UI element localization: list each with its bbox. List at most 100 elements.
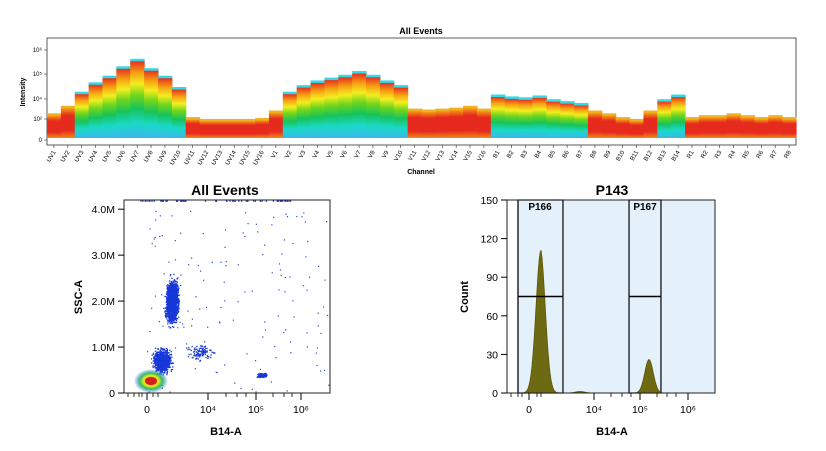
scatter-point: [177, 307, 179, 310]
scatter-point: [172, 285, 174, 288]
scatter-point: [171, 304, 173, 306]
spectrum-x-tick-label: V8: [367, 149, 377, 160]
scatter-point: [162, 200, 165, 202]
scatter-point: [161, 360, 164, 363]
scatter-point: [186, 343, 188, 345]
scatter-point: [160, 358, 162, 360]
scatter-point: [167, 294, 169, 296]
scatter-point: [174, 259, 177, 261]
scatter-point: [165, 355, 168, 357]
scatter-point: [168, 321, 170, 323]
scatter-point: [172, 308, 174, 310]
scatter-point: [162, 358, 164, 360]
scatter-point: [172, 325, 174, 328]
scatter-point: [180, 274, 182, 276]
scatter-point: [196, 348, 198, 350]
scatter-point: [167, 287, 169, 289]
scatter-point: [262, 374, 264, 376]
scatter-point: [292, 300, 294, 302]
scatter-point: [172, 306, 175, 308]
scatter-point: [160, 200, 162, 202]
scatter-point: [167, 308, 170, 310]
scatter-point: [158, 365, 160, 368]
spectrum-x-tick-label: B1: [492, 149, 502, 160]
scatter-point: [171, 277, 173, 279]
scatter-point: [154, 362, 156, 365]
scatter-point: [157, 348, 159, 350]
scatter-point: [202, 354, 204, 356]
scatter-point: [165, 304, 168, 306]
scatter-point: [188, 353, 190, 356]
spectrum-band: [685, 119, 700, 138]
histogram-y-tick-label: 60: [486, 311, 498, 323]
scatter-point: [171, 314, 173, 317]
scatter-point: [151, 362, 153, 364]
scatter-point: [172, 311, 174, 313]
scatter-point: [172, 281, 175, 283]
spectrum-band-cap: [532, 95, 547, 98]
spectrum-band: [213, 120, 228, 138]
scatter-point: [172, 321, 174, 324]
scatter-point: [152, 366, 154, 369]
scatter-point: [149, 200, 151, 202]
spectrum-x-tick-label: UV7: [129, 149, 141, 163]
scatter-point: [171, 319, 173, 321]
spectrum-band: [338, 76, 353, 138]
scatter-point: [194, 355, 197, 357]
spectrum-band: [740, 117, 755, 138]
scatter-point: [163, 348, 165, 350]
scatter-point: [206, 347, 208, 350]
scatter-point: [155, 359, 157, 361]
spectrum-x-tick-label: UV4: [87, 149, 99, 163]
scatter-point: [162, 369, 164, 372]
scatter-point: [165, 347, 168, 350]
spectrum-x-tick-label: UV1: [46, 149, 58, 163]
spectrum-band-cap: [754, 117, 769, 120]
scatter-point: [184, 200, 187, 202]
scatter-point: [170, 318, 172, 320]
scatter-point: [175, 292, 177, 294]
scatter-x-tick-label: 10⁴: [200, 404, 216, 416]
scatter-point: [172, 366, 174, 368]
scatter-point: [174, 308, 177, 310]
spectrum-band-cap: [379, 80, 395, 83]
scatter-point: [174, 310, 176, 312]
scatter-point: [166, 284, 169, 286]
scatter-point: [171, 362, 173, 364]
scatter-point: [171, 322, 173, 324]
spectrum-band: [712, 117, 728, 138]
scatter-point: [177, 292, 179, 294]
scatter-point: [170, 290, 173, 292]
scatter-point: [167, 307, 170, 309]
scatter-point: [169, 317, 171, 320]
spectrum-band: [116, 68, 131, 138]
scatter-point: [168, 319, 170, 321]
spectrum-band-cap: [560, 101, 575, 104]
scatter-point: [164, 315, 167, 318]
scatter-point: [165, 308, 168, 311]
scatter-point: [167, 312, 169, 314]
scatter-point: [165, 351, 167, 353]
scatter-point: [170, 290, 172, 292]
scatter-point: [174, 312, 176, 315]
scatter-point: [175, 283, 177, 285]
spectrum-band-cap: [130, 58, 145, 62]
scatter-point: [165, 350, 167, 352]
scatter-point: [275, 357, 277, 359]
spectrum-band-cap: [185, 117, 201, 120]
spectrum-band: [102, 77, 117, 138]
spectrum-x-tick-label: R5: [741, 149, 751, 160]
scatter-point: [158, 367, 160, 369]
scatter-point: [174, 317, 176, 320]
scatter-point: [181, 200, 183, 202]
scatter-point: [175, 313, 177, 316]
scatter-point: [204, 352, 206, 354]
spectrum-x-tick-label: R7: [769, 149, 779, 160]
scatter-point: [164, 310, 166, 312]
scatter-point: [282, 200, 284, 202]
scatter-point: [191, 356, 193, 359]
scatter-point: [160, 367, 163, 369]
scatter-point: [292, 242, 294, 244]
histogram-y-tick-label: 0: [492, 388, 498, 400]
scatter-point: [255, 391, 257, 393]
